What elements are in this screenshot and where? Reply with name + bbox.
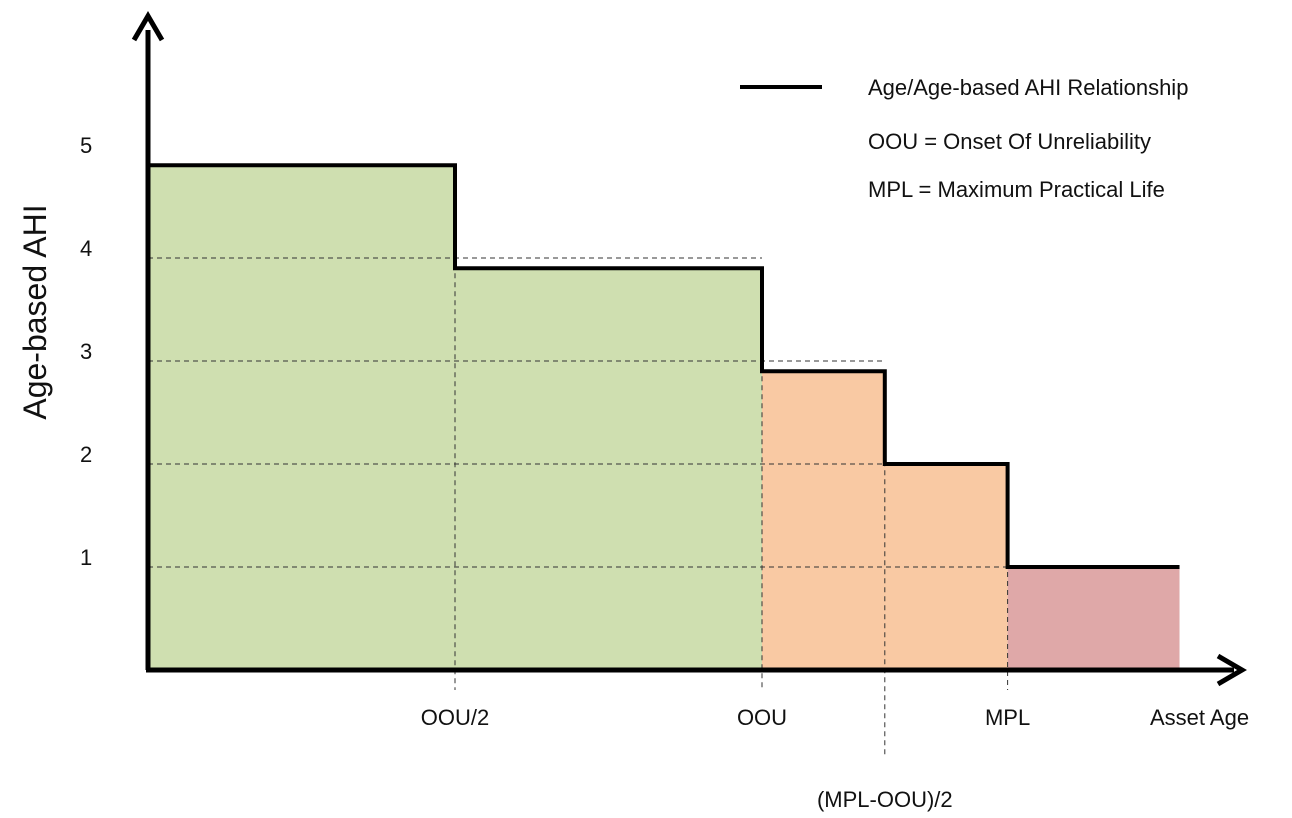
y-axis-title: Age-based AHI: [17, 204, 53, 419]
shaded-regions: [148, 165, 1180, 671]
step-line: [148, 163, 1180, 569]
region-2: [762, 371, 1008, 670]
legend-note-mpl: MPL = Maximum Practical Life: [868, 177, 1165, 202]
x-axis-title: Asset Age: [1150, 705, 1249, 730]
x-tick-labels: OOU/2 OOU (MPL-OOU)/2 MPL: [421, 705, 1030, 812]
legend-line-label: Age/Age-based AHI Relationship: [868, 75, 1188, 100]
step-line-layer: [148, 163, 1180, 569]
y-axis-arrow: [131, 11, 165, 42]
y-tick-label-5: 5: [80, 133, 92, 158]
y-tick-label-3: 3: [80, 339, 92, 364]
x-axis-arrow: [1216, 653, 1247, 687]
y-tick-label-2: 2: [80, 442, 92, 467]
x-tick-label-1: OOU/2: [421, 705, 489, 730]
region-3: [1007, 567, 1180, 670]
x-tick-label-4: MPL: [985, 705, 1030, 730]
y-tick-labels: 1 2 3 4 5: [80, 133, 92, 570]
legend: Age/Age-based AHI Relationship OOU = Ons…: [740, 75, 1188, 202]
x-tick-label-2: OOU: [737, 705, 787, 730]
y-tick-label-4: 4: [80, 236, 92, 261]
axes: [131, 11, 1247, 687]
y-tick-label-1: 1: [80, 545, 92, 570]
x-tick-label-3: (MPL-OOU)/2: [817, 787, 953, 812]
legend-note-oou: OOU = Onset Of Unreliability: [868, 129, 1151, 154]
